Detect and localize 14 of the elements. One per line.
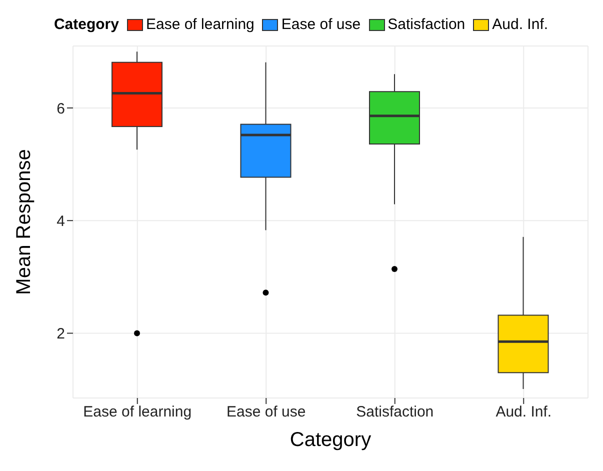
- y-tick-label: 6: [56, 100, 65, 118]
- y-axis-title: Mean Response: [13, 149, 36, 295]
- legend-title: Category: [54, 16, 119, 33]
- x-tick-label: Satisfaction: [356, 404, 434, 421]
- legend-label: Satisfaction: [388, 16, 466, 33]
- legend-label: Ease of use: [281, 16, 361, 33]
- x-axis-title: Category: [290, 429, 372, 451]
- x-tick-label: Ease of learning: [83, 404, 192, 421]
- legend-label: Aud. Inf.: [492, 16, 548, 33]
- x-tick-label: Ease of use: [226, 404, 306, 421]
- y-tick-label: 4: [56, 212, 65, 230]
- legend-label: Ease of learning: [146, 16, 254, 33]
- x-tick-label: Aud. Inf.: [496, 404, 552, 421]
- y-tick-label: 2: [56, 326, 65, 343]
